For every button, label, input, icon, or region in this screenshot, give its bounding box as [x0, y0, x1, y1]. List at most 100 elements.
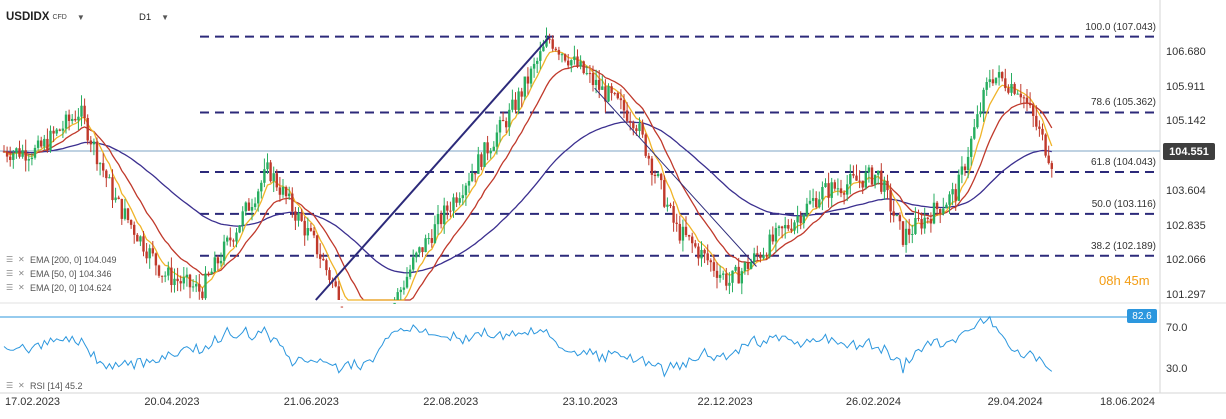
candle-up — [976, 114, 979, 128]
candle-up — [477, 154, 480, 174]
candle-up — [43, 138, 46, 147]
indicator-ema-50[interactable]: ☰ ✕ EMA [50, 0] 104.346 — [6, 269, 112, 279]
candle-up — [997, 72, 1001, 78]
candle-down — [322, 258, 325, 261]
close-icon[interactable]: ✕ — [18, 255, 25, 264]
candle-down — [129, 220, 133, 225]
menu-icon[interactable]: ☰ — [6, 255, 14, 264]
price-tick: 102.835 — [1166, 219, 1206, 232]
candle-up — [970, 138, 973, 157]
price-tick: 103.604 — [1166, 184, 1206, 197]
candle-up — [793, 222, 796, 231]
candle-up — [412, 257, 415, 270]
candle-up — [529, 68, 533, 84]
candle-up — [573, 56, 576, 61]
candle-down — [827, 183, 830, 198]
close-icon[interactable]: ✕ — [18, 283, 25, 292]
indicator-rsi[interactable]: ☰ ✕ RSI [14] 45.2 — [6, 381, 83, 391]
timeframe-selector[interactable]: D1 ▼ — [139, 9, 169, 25]
candle-up — [182, 277, 185, 284]
candle-down — [160, 275, 164, 277]
candle-up — [774, 228, 778, 242]
candle-down — [430, 238, 433, 243]
timeframe-label: D1 — [139, 11, 152, 23]
candle-up — [830, 182, 833, 198]
indicator-ema-20[interactable]: ☰ ✕ EMA [20, 0] 104.624 — [6, 283, 112, 293]
candle-down — [145, 251, 148, 259]
candle-up — [433, 224, 437, 243]
candle-down — [1044, 134, 1047, 156]
close-icon[interactable]: ✕ — [18, 269, 25, 278]
candle-up — [36, 140, 40, 148]
candle-down — [1013, 83, 1016, 94]
candle-up — [92, 141, 96, 145]
candle-down — [105, 170, 108, 179]
candle-down — [567, 60, 570, 66]
ema-200-line — [3, 121, 1052, 274]
candle-up — [539, 51, 542, 61]
candle-up — [27, 159, 30, 161]
candle-down — [629, 120, 632, 123]
close-icon[interactable]: ✕ — [18, 381, 25, 390]
candle-down — [198, 283, 201, 292]
candle-up — [408, 269, 412, 277]
candle-up — [985, 82, 988, 90]
candle-down — [554, 48, 557, 50]
symbol-selector[interactable]: USDIDX CFD ▼ — [6, 9, 85, 25]
indicator-ema-200[interactable]: ☰ ✕ EMA [200, 0] 104.049 — [6, 255, 117, 265]
candle-down — [632, 122, 635, 129]
candle-up — [951, 189, 954, 195]
candle-down — [641, 123, 644, 135]
candle-down — [9, 156, 12, 160]
candle-down — [660, 173, 663, 181]
candle-down — [269, 162, 272, 182]
candle-down — [176, 278, 179, 282]
candle-down — [1038, 126, 1041, 129]
candle-up — [489, 150, 492, 154]
candle-down — [325, 260, 328, 271]
candle-up — [948, 194, 951, 205]
menu-icon[interactable]: ☰ — [6, 381, 14, 390]
candle-up — [71, 118, 74, 121]
candle-down — [120, 198, 123, 219]
candle-up — [12, 153, 15, 160]
menu-icon[interactable]: ☰ — [6, 269, 14, 278]
candle-up — [467, 181, 471, 186]
candle-down — [991, 79, 995, 84]
candle-down — [839, 188, 843, 194]
candle-up — [731, 270, 734, 283]
candle-up — [204, 273, 207, 299]
candle-up — [238, 225, 241, 233]
candle-up — [210, 271, 213, 275]
candle-up — [191, 286, 195, 288]
candle-down — [520, 91, 523, 97]
candle-down — [337, 286, 340, 300]
candle-up — [849, 174, 852, 185]
menu-icon[interactable]: ☰ — [6, 283, 14, 292]
candle-down — [619, 98, 623, 101]
candle-down — [18, 148, 21, 157]
candle-up — [883, 180, 886, 192]
candle-down — [756, 253, 759, 255]
candle-down — [935, 202, 939, 210]
chevron-down-icon: ▼ — [161, 12, 170, 22]
candle-down — [551, 39, 554, 49]
candle-down — [576, 56, 579, 67]
price-tick: 105.911 — [1166, 80, 1205, 93]
candle-down — [725, 273, 728, 286]
candle-up — [402, 287, 406, 290]
candle-down — [340, 306, 344, 308]
candle-up — [33, 147, 37, 158]
rsi-tick-30: 30.0 — [1166, 363, 1188, 375]
candle-up — [802, 215, 805, 224]
candle-down — [312, 230, 316, 236]
candle-down — [669, 204, 672, 207]
candle-down — [799, 215, 802, 224]
candle-down — [963, 166, 967, 171]
candle-down — [439, 213, 443, 225]
candle-down — [616, 93, 619, 99]
candle-down — [505, 121, 508, 128]
candle-up — [666, 204, 669, 207]
candle-up — [148, 248, 151, 259]
